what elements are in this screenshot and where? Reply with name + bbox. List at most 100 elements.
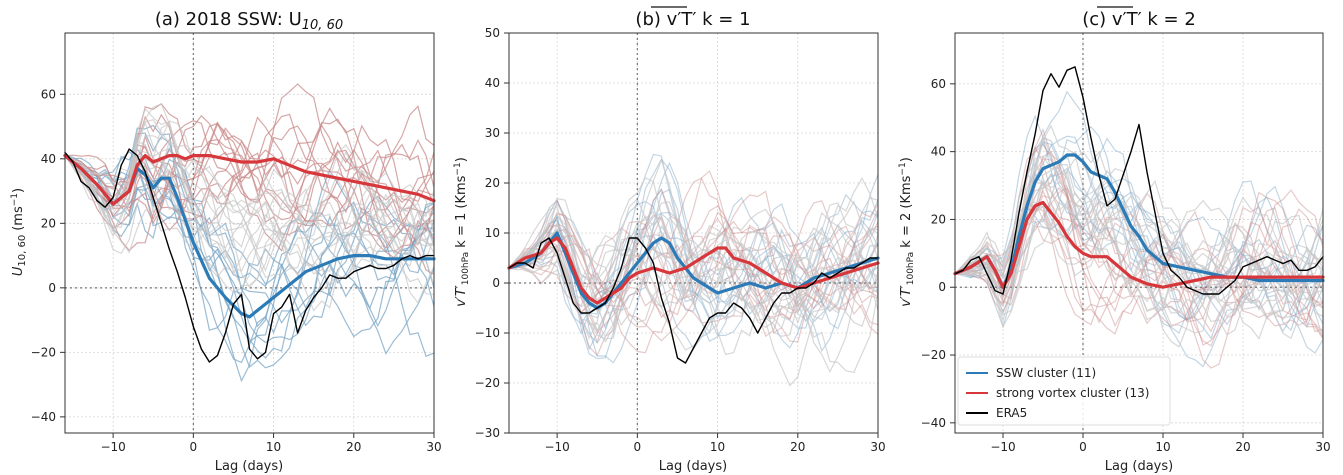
ensemble-member-line [954,163,1324,329]
grid-b [509,32,879,434]
ensemble-member-line [508,196,879,336]
x-tick-label: −10 [990,440,1015,454]
y-tick-label: 40 [931,145,946,159]
y-axis-label-b: v′T′100hPa k = 1 (Kms−1) [453,157,471,307]
y-tick-label: −20 [921,348,946,362]
ensemble-member-line [64,124,435,357]
x-axis-label-c: Lag (days) [1105,459,1173,474]
ensemble-member-line [508,246,879,387]
ensemble-member-line [64,102,435,214]
series-a [63,148,436,363]
ensemble-member-line [954,191,1324,340]
x-tick-label: −10 [544,440,569,454]
y-tick-label: 20 [485,176,500,190]
series-b [507,231,880,364]
ensemble-member-line [508,234,879,307]
series-c [953,66,1325,295]
y-tick-label: 0 [492,276,500,290]
ensemble-member-line [508,197,879,374]
panel-c: −10 0 10 20 30 −40 −20 0 20 40 60 (c) v′T′ k = 2 L… [898,6,1331,474]
ensemble-member-line [508,202,879,337]
ensemble-member-line [954,162,1324,277]
legend-label-era5: ERA5 [996,406,1027,420]
y-tick-label: 50 [485,26,500,40]
x-tick-label: 20 [1235,440,1250,454]
ensemble-member-line [64,155,435,343]
y-tick-label: 20 [931,212,946,226]
y-axis-label-a: U10, 60(ms−1) [10,188,28,276]
ensemble-member-line [508,213,879,324]
y-tick-label: 0 [938,280,946,294]
series-line-strong [953,200,1325,289]
ensemble-member-line [954,151,1324,321]
y-tick-label: 30 [485,126,500,140]
y-tick-label: −40 [31,410,56,424]
y-tick-label: −20 [31,345,56,359]
x-tick-label: 0 [1079,440,1087,454]
ensemble-member-line [64,150,435,256]
legend-label-ssw: SSW cluster (11) [996,366,1096,380]
ensemble-member-line [508,220,879,314]
series-line-era5 [954,66,1324,295]
ensemble-member-line [508,200,879,329]
x-tick-label: 30 [426,440,441,454]
panel-title-c: (c) v′T′ k = 2 [1082,9,1196,30]
ensemble-member-line [954,200,1324,317]
x-tick-label: 10 [710,440,725,454]
x-axis-label-b: Lag (days) [659,459,727,474]
y-tick-label: −30 [475,426,500,440]
y-tick-label: −10 [475,326,500,340]
x-tick-label: −10 [100,440,125,454]
ensemble-member-line [64,155,435,273]
x-tick-label: 10 [266,440,281,454]
x-tick-label: 20 [346,440,361,454]
y-tick-label: 40 [485,76,500,90]
y-tick-label: 20 [41,216,56,230]
ensemble-member-line [954,200,1324,303]
y-tick-label: 60 [931,77,946,91]
ensemble-members-a [64,83,435,383]
panel-title-a: (a) 2018 SSW: U10, 60 [155,9,343,33]
x-tick-label: 20 [790,440,805,454]
ensemble-member-line [64,113,435,275]
ensemble-member-line [64,148,435,324]
x-tick-label: 30 [1315,440,1330,454]
ensemble-member-line [954,150,1324,311]
ensemble-member-line [508,177,879,321]
ensemble-member-line [64,155,435,293]
reference-lines-b [509,33,878,433]
series-line-era5 [64,148,435,363]
y-tick-label: 60 [41,87,56,101]
x-tick-label: 10 [1155,440,1170,454]
axes-frame-b [508,32,879,434]
legend-label-strong: strong vortex cluster (13) [996,386,1149,400]
series-line-strong [63,154,436,206]
ensemble-members-b [508,153,879,387]
panel-title-b: (b) v′T′ k = 1 [635,9,750,30]
ensemble-member-line [508,197,879,340]
legend: SSW cluster (11) strong vortex cluster (… [957,356,1171,426]
axes-frame-a [64,32,435,434]
ensemble-member-line [508,201,879,343]
ensemble-member-line [64,120,435,287]
ensemble-member-line [508,215,879,333]
ticks-c: −10 0 10 20 30 −40 −20 0 20 40 60 [921,77,1331,454]
ticks-a: −10 0 10 20 30 −40 −20 0 20 40 60 [31,87,442,454]
ensemble-member-line [954,155,1324,302]
ensemble-member-line [64,155,435,355]
ensemble-member-line [64,103,435,286]
reference-lines-a [65,33,434,433]
ensemble-member-line [64,139,435,289]
y-tick-label: −40 [921,416,946,430]
ensemble-members-c [954,90,1324,369]
y-tick-label: 40 [41,152,56,166]
x-tick-label: 0 [634,440,642,454]
ensemble-member-line [508,161,879,330]
y-tick-label: 10 [485,226,500,240]
y-tick-label: −20 [475,376,500,390]
legend-box [957,356,1171,426]
y-axis-label-c: v′T′100hPa k = 2 (Kms−1) [898,157,916,307]
ensemble-member-line [954,135,1324,325]
y-tick-label: 0 [48,281,56,295]
